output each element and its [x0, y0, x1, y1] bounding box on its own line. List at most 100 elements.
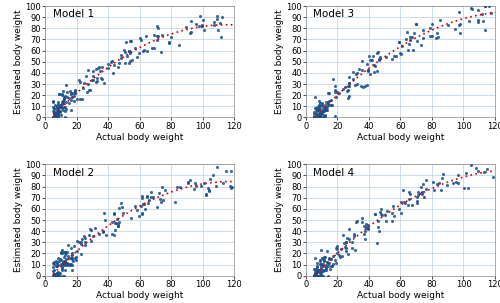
Point — [76, 79, 84, 84]
Point — [313, 115, 321, 120]
Point — [62, 256, 70, 261]
Point — [51, 112, 59, 116]
Point — [60, 99, 68, 104]
Point — [50, 115, 58, 120]
Point — [362, 229, 370, 234]
Point — [126, 59, 134, 64]
Point — [322, 104, 330, 109]
Point — [54, 101, 62, 106]
Point — [322, 268, 330, 272]
Point — [443, 182, 451, 187]
Point — [52, 112, 60, 117]
Point — [388, 218, 396, 223]
Point — [397, 210, 405, 215]
Point — [57, 105, 65, 109]
Point — [468, 7, 476, 12]
Point — [451, 26, 459, 31]
Point — [345, 94, 353, 98]
Point — [344, 251, 351, 256]
Point — [192, 22, 200, 26]
Point — [176, 184, 184, 189]
Point — [331, 84, 339, 89]
Point — [68, 251, 76, 255]
Y-axis label: Estimated body weight: Estimated body weight — [14, 9, 23, 114]
Point — [397, 52, 405, 56]
Point — [68, 262, 76, 267]
Point — [324, 261, 332, 265]
Point — [74, 97, 82, 102]
Point — [126, 38, 134, 43]
Point — [100, 80, 108, 85]
Point — [100, 218, 108, 223]
Point — [213, 165, 221, 170]
Point — [312, 265, 320, 269]
Point — [323, 108, 331, 113]
Point — [54, 263, 62, 268]
Point — [346, 84, 354, 89]
Point — [104, 65, 112, 70]
Point — [54, 106, 62, 111]
Point — [186, 31, 194, 35]
Point — [82, 240, 90, 245]
Point — [53, 273, 61, 278]
Point — [444, 23, 452, 28]
Point — [87, 238, 95, 243]
Point — [320, 107, 328, 112]
Point — [70, 98, 78, 103]
Point — [58, 99, 66, 104]
Point — [110, 227, 118, 232]
Point — [70, 88, 78, 93]
Point — [60, 115, 68, 119]
Point — [62, 260, 70, 265]
Point — [62, 262, 70, 267]
Point — [62, 100, 70, 105]
Point — [216, 20, 224, 25]
Point — [227, 169, 235, 174]
Point — [108, 59, 116, 64]
Point — [316, 259, 324, 264]
Point — [408, 203, 416, 208]
Point — [325, 261, 333, 266]
Point — [332, 95, 340, 100]
Point — [50, 105, 58, 110]
Point — [53, 261, 61, 265]
Point — [158, 32, 166, 37]
Point — [118, 52, 126, 57]
Point — [77, 242, 85, 247]
Point — [314, 264, 322, 268]
Point — [158, 49, 166, 54]
Point — [50, 111, 58, 115]
Point — [50, 272, 58, 277]
Point — [167, 35, 175, 40]
Point — [58, 93, 66, 98]
Point — [72, 255, 80, 260]
Point — [138, 193, 146, 198]
Point — [60, 262, 68, 267]
Point — [228, 185, 236, 190]
Point — [117, 55, 125, 60]
Point — [56, 109, 64, 114]
Point — [345, 237, 353, 242]
Point — [318, 111, 326, 116]
Point — [98, 76, 106, 81]
Point — [332, 251, 340, 255]
Point — [312, 256, 320, 261]
Point — [318, 265, 326, 270]
Point — [108, 232, 116, 237]
Point — [344, 96, 352, 101]
Point — [66, 255, 74, 260]
Point — [313, 104, 321, 109]
Point — [74, 248, 82, 253]
Point — [49, 100, 57, 105]
Point — [460, 185, 468, 190]
Point — [312, 115, 320, 120]
Point — [413, 199, 421, 204]
Point — [198, 24, 205, 29]
Point — [394, 207, 402, 212]
Point — [111, 220, 119, 225]
Point — [147, 189, 155, 194]
Point — [76, 78, 84, 82]
Point — [128, 57, 136, 62]
Point — [478, 12, 486, 17]
Point — [188, 19, 196, 24]
